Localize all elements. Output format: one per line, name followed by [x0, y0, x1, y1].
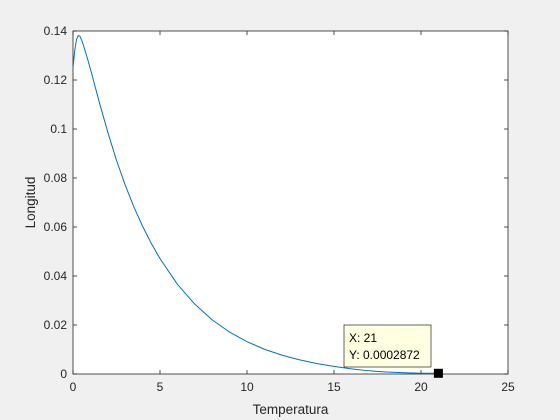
x-tick-label: 5: [157, 380, 164, 394]
axis-tick-labels: 0 5 10 15 20 25 0 0.02 0.04 0.06 0.08 0.1 0.12 0.14: [44, 24, 515, 394]
x-tick-label: 25: [501, 380, 515, 394]
x-axis-label: Temperatura: [253, 402, 329, 417]
plot-area: [72, 30, 509, 375]
x-tick-label: 15: [327, 380, 341, 394]
y-tick-label: 0.04: [44, 269, 68, 283]
datatip-marker[interactable]: [433, 368, 443, 378]
y-tick-label: 0.06: [44, 220, 68, 234]
datatip-box: [343, 324, 432, 368]
datatip[interactable]: X: 21 Y: 0.0002872: [343, 324, 443, 378]
y-axis-label: Longitud: [23, 177, 38, 229]
series-layer: [72, 34, 439, 374]
x-tick-label: 0: [70, 380, 77, 394]
x-tick-label: 10: [240, 380, 254, 394]
series-line: [72, 34, 439, 374]
axis-ticks: [72, 30, 509, 375]
y-tick-label: 0.08: [44, 171, 68, 185]
x-tick-label: 20: [414, 380, 428, 394]
datatip-x-text: X: 21: [349, 331, 377, 345]
datatip-y-text: Y: 0.0002872: [349, 348, 420, 362]
y-tick-label: 0.14: [44, 24, 68, 38]
y-tick-label: 0.02: [44, 318, 68, 332]
y-tick-label: 0: [60, 367, 67, 381]
y-tick-label: 0.12: [44, 73, 68, 87]
y-tick-label: 0.1: [50, 122, 67, 136]
